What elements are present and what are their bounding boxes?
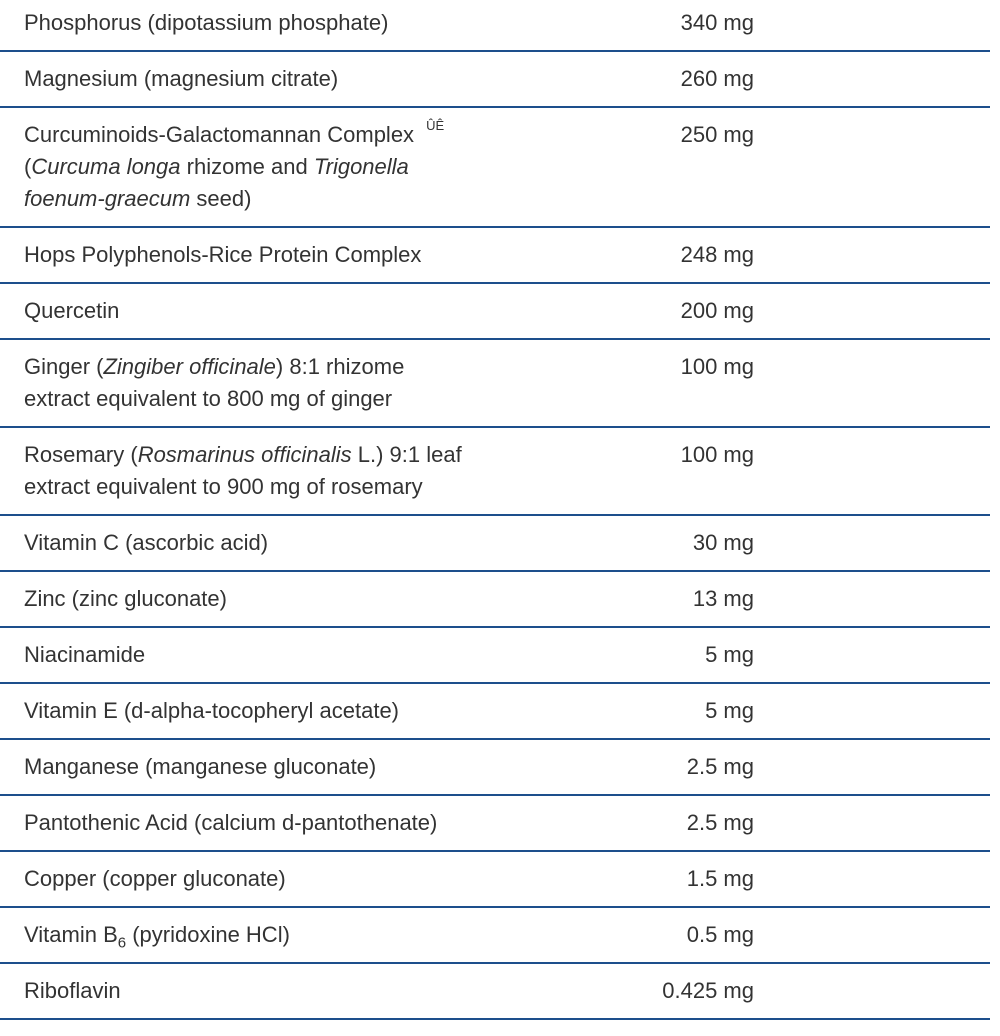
spacer-cell	[754, 627, 990, 684]
amount-cell: 250 mg	[494, 107, 754, 228]
spacer-cell	[754, 963, 990, 1020]
spacer-cell	[754, 851, 990, 908]
ingredient-text: seed)	[190, 186, 252, 211]
table-row: Manganese (manganese gluconate) 2.5 mg	[0, 739, 990, 796]
table-row: Phosphorus (dipotassium phosphate) 340 mg	[0, 0, 990, 52]
amount-cell: 30 mg	[494, 515, 754, 572]
ingredient-text: Phosphorus (dipotassium phosphate)	[24, 10, 389, 35]
ingredient-text: (	[24, 154, 32, 179]
ingredient-text: Niacinamide	[24, 642, 146, 667]
ingredient-text: Hops Polyphenols-Rice Protein Complex	[24, 242, 422, 267]
ingredient-cell: Vitamin B6 (pyridoxine HCl)	[0, 907, 494, 964]
ingredient-cell: Niacinamide	[0, 627, 494, 684]
ingredient-text: Pantothenic Acid (calcium d-pantothenate…	[24, 810, 438, 835]
ingredient-text: Manganese (manganese gluconate)	[24, 754, 377, 779]
table-row: Quercetin 200 mg	[0, 283, 990, 340]
table-body: Phosphorus (dipotassium phosphate) 340 mg…	[0, 0, 990, 1020]
spacer-cell	[754, 107, 990, 228]
table-container: Phosphorus (dipotassium phosphate) 340 mg…	[0, 0, 990, 1020]
amount-cell: 260 mg	[494, 51, 754, 108]
ingredient-text: Riboflavin	[24, 978, 121, 1003]
amount-cell: 248 mg	[494, 227, 754, 284]
table-row: Niacinamide 5 mg	[0, 627, 990, 684]
ingredient-italic: Zingiber officinale	[103, 354, 276, 379]
amount-cell: 2.5 mg	[494, 739, 754, 796]
ingredient-text: Vitamin B	[24, 922, 118, 947]
ingredient-text: Vitamin E (d-alpha-tocopheryl acetate)	[24, 698, 400, 723]
ingredient-cell: Magnesium (magnesium citrate)	[0, 51, 494, 108]
amount-cell: 5 mg	[494, 627, 754, 684]
amount-cell: 0.425 mg	[494, 963, 754, 1020]
spacer-cell	[754, 515, 990, 572]
spacer-cell	[754, 739, 990, 796]
ingredient-text: Magnesium (magnesium citrate)	[24, 66, 339, 91]
spacer-cell	[754, 339, 990, 428]
table-row: Riboflavin 0.425 mg	[0, 963, 990, 1020]
ingredient-cell: Manganese (manganese gluconate)	[0, 739, 494, 796]
table-row: Pantothenic Acid (calcium d-pantothenate…	[0, 795, 990, 852]
amount-cell: 5 mg	[494, 683, 754, 740]
ingredient-text: rhizome and	[180, 154, 314, 179]
spacer-cell	[754, 571, 990, 628]
ingredient-text: Curcuminoids-Galactomannan Complex	[24, 122, 421, 147]
ingredient-cell: Hops Polyphenols-Rice Protein Complex	[0, 227, 494, 284]
ingredient-cell: Curcuminoids-Galactomannan Complex ÛÊ (C…	[0, 107, 494, 228]
amount-cell: 13 mg	[494, 571, 754, 628]
ingredient-text: (pyridoxine HCl)	[126, 922, 290, 947]
amount-cell: 1.5 mg	[494, 851, 754, 908]
amount-cell: 2.5 mg	[494, 795, 754, 852]
ingredient-italic: Trigonella foenum-graecum	[24, 154, 409, 211]
table-row: Vitamin E (d-alpha-tocopheryl acetate) 5 …	[0, 683, 990, 740]
ingredient-cell: Pantothenic Acid (calcium d-pantothenate…	[0, 795, 494, 852]
ingredient-subscript: 6	[117, 934, 127, 952]
ingredient-superscript: ÛÊ	[426, 118, 445, 133]
ingredient-text: ) 8:1 rhizome extract equivalent to 800 …	[24, 354, 405, 411]
ingredient-cell: Riboflavin	[0, 963, 494, 1020]
ingredient-text: L.) 9:1 leaf extract equivalent to 900 m…	[24, 442, 462, 499]
ingredient-cell: Vitamin E (d-alpha-tocopheryl acetate)	[0, 683, 494, 740]
amount-cell: 0.5 mg	[494, 907, 754, 964]
ingredient-cell: Quercetin	[0, 283, 494, 340]
spacer-cell	[754, 51, 990, 108]
table-row: Zinc (zinc gluconate) 13 mg	[0, 571, 990, 628]
spacer-cell	[754, 0, 990, 52]
table-row: Curcuminoids-Galactomannan Complex ÛÊ (C…	[0, 107, 990, 228]
amount-cell: 100 mg	[494, 427, 754, 516]
supplement-table: Phosphorus (dipotassium phosphate) 340 mg…	[0, 0, 990, 1020]
spacer-cell	[754, 683, 990, 740]
ingredient-text: Copper (copper gluconate)	[24, 866, 286, 891]
spacer-cell	[754, 283, 990, 340]
ingredient-text: Ginger (	[24, 354, 104, 379]
table-row: Vitamin C (ascorbic acid) 30 mg	[0, 515, 990, 572]
ingredient-cell: Zinc (zinc gluconate)	[0, 571, 494, 628]
spacer-cell	[754, 427, 990, 516]
table-row: Rosemary (Rosmarinus officinalis L.) 9:1…	[0, 427, 990, 516]
ingredient-cell: Rosemary (Rosmarinus officinalis L.) 9:1…	[0, 427, 494, 516]
ingredient-cell: Ginger (Zingiber officinale) 8:1 rhizome…	[0, 339, 494, 428]
spacer-cell	[754, 795, 990, 852]
ingredient-cell: Copper (copper gluconate)	[0, 851, 494, 908]
table-row: Copper (copper gluconate) 1.5 mg	[0, 851, 990, 908]
ingredient-italic: Curcuma longa	[31, 154, 181, 179]
ingredient-text: Quercetin	[24, 298, 120, 323]
table-row: Hops Polyphenols-Rice Protein Complex 248…	[0, 227, 990, 284]
spacer-cell	[754, 907, 990, 964]
ingredient-cell: Vitamin C (ascorbic acid)	[0, 515, 494, 572]
ingredient-text: Zinc (zinc gluconate)	[24, 586, 227, 611]
ingredient-cell: Phosphorus (dipotassium phosphate)	[0, 0, 494, 52]
amount-cell: 340 mg	[494, 0, 754, 52]
amount-cell: 200 mg	[494, 283, 754, 340]
amount-cell: 100 mg	[494, 339, 754, 428]
ingredient-text: Rosemary (	[24, 442, 138, 467]
ingredient-italic: Rosmarinus officinalis	[137, 442, 352, 467]
table-row: Magnesium (magnesium citrate) 260 mg	[0, 51, 990, 108]
table-row: Ginger (Zingiber officinale) 8:1 rhizome…	[0, 339, 990, 428]
table-row: Vitamin B6 (pyridoxine HCl) 0.5 mg	[0, 907, 990, 964]
ingredient-text: Vitamin C (ascorbic acid)	[24, 530, 269, 555]
spacer-cell	[754, 227, 990, 284]
